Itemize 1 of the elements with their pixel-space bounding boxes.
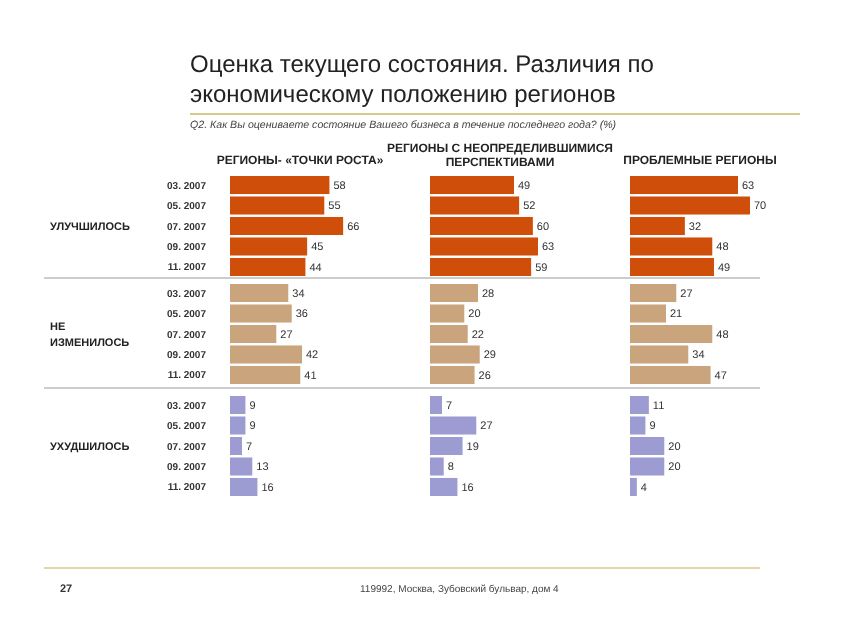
text: Оценка текущего состояния. Различия по экономическому положению регионов: [190, 50, 655, 108]
